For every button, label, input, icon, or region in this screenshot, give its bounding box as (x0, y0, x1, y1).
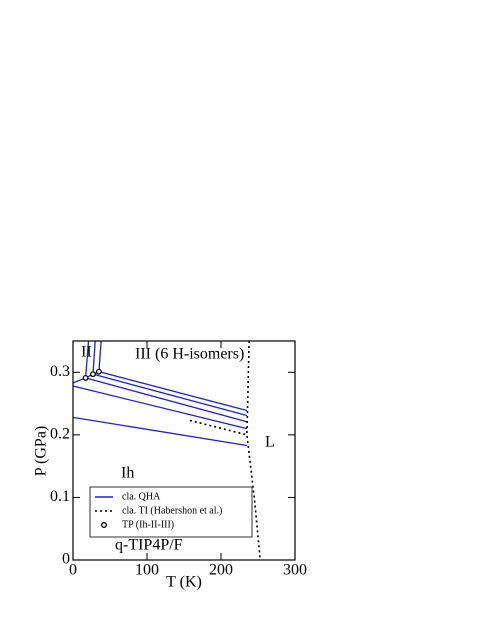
phase-boundary (85, 377, 248, 423)
annotation: Ih (121, 465, 134, 482)
legend-marker (101, 522, 107, 528)
y-tick-label: 0.2 (50, 426, 70, 443)
phase-boundary (246, 340, 262, 561)
x-axis-label: T (K) (166, 574, 202, 591)
annotation: III (6 H-isomers) (135, 346, 244, 363)
legend-label: TP (Ih-II-III) (122, 519, 174, 530)
plot-frame (72, 340, 296, 561)
legend: cla. QHA cla. TI (Habershon et al.) TP (Ih… (89, 486, 253, 538)
phase-boundary (189, 419, 248, 436)
x-tick-label: 300 (283, 562, 307, 579)
x-tick-label: 200 (209, 562, 233, 579)
annotation: L (265, 434, 275, 451)
legend-label: cla. QHA (122, 491, 161, 502)
x-tick-label: 100 (135, 562, 159, 579)
x-tick-label: 0 (69, 562, 77, 579)
legend-label: cla. TI (Habershon et al.) (122, 505, 222, 516)
triple-point (95, 368, 102, 375)
phase-boundary (72, 416, 248, 447)
phase-boundary (72, 385, 248, 430)
annotation: q-TIP4P/F (115, 537, 183, 554)
legend-box (89, 486, 253, 538)
y-tick-label: 0.3 (50, 363, 70, 380)
y-tick-label: 0 (62, 551, 70, 568)
annotation: II (81, 344, 92, 361)
y-axis-label: P (GPa) (33, 426, 50, 477)
phase-boundary (98, 371, 248, 412)
y-tick-label: 0.1 (50, 488, 70, 505)
phase-boundary (92, 373, 248, 417)
triple-point (82, 374, 89, 381)
triple-point (90, 371, 96, 378)
